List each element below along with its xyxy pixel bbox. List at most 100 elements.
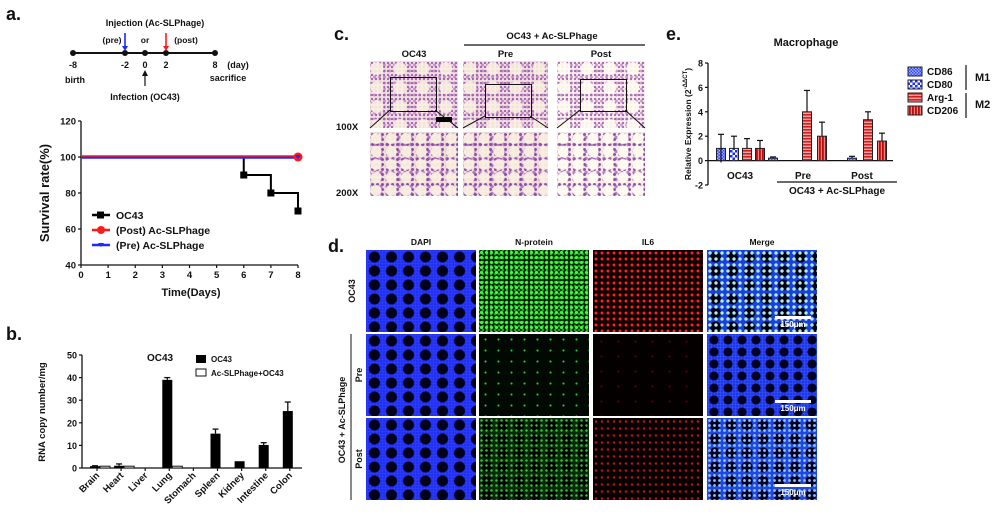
panel-label-d: d. <box>328 236 344 256</box>
fluorescence-image-oc43-dapi <box>366 250 476 332</box>
legend-swatch-oc43 <box>196 355 206 363</box>
y-axis-label: Survival rate(%) <box>37 144 52 242</box>
row-label-pre: Pre <box>354 368 364 383</box>
legend-marker-circle-icon <box>97 226 105 234</box>
fluorescence-image-post-merge: 150μm <box>707 418 817 500</box>
bar-oc43 <box>162 379 173 468</box>
column-label: IL6 <box>642 237 655 247</box>
inset-connector <box>556 109 581 129</box>
legend-label: CD86 <box>927 67 953 78</box>
y-tick-label: 40 <box>67 373 77 383</box>
timeline-point <box>163 50 169 56</box>
bar-oc43 <box>234 461 245 468</box>
scale-bar: 150μm <box>775 484 811 497</box>
series-line-oc43 <box>81 156 299 211</box>
fluorescence-image-pre-n-protein <box>479 334 589 416</box>
y-tick-label: 100 <box>60 153 76 164</box>
sacrifice-label: sacrifice <box>210 73 247 83</box>
y-tick-label: 60 <box>65 225 76 236</box>
column-label: N-protein <box>515 237 553 247</box>
x-tick-label: 5 <box>214 270 220 281</box>
y-tick-label: 2 <box>698 132 703 142</box>
y-tick-label: -2 <box>695 181 703 191</box>
injection-label: Injection (Ac-SLPhage) <box>106 18 205 28</box>
y-tick-label: 80 <box>65 189 76 200</box>
data-point-oc43 <box>294 207 302 215</box>
inset-connector <box>529 115 549 129</box>
timeline-point <box>212 50 218 56</box>
x-tick-label: Heart <box>101 470 127 496</box>
zoom-inset-box <box>580 79 627 112</box>
group-header: OC43 + Ac-SLPhage <box>789 186 885 197</box>
chart-title: OC43 <box>147 353 174 364</box>
bar-arg-1 <box>863 119 873 162</box>
x-tick-label: 4 <box>187 270 193 281</box>
legend-marker-triangle-icon <box>98 243 104 247</box>
histology-image-pre-100x <box>463 61 548 128</box>
column-label: Post <box>591 49 612 60</box>
inset-connector <box>369 109 391 129</box>
y-tick-label: 30 <box>67 396 77 406</box>
birth-label: birth <box>65 75 85 85</box>
timeline-day-label: 0 <box>142 60 147 70</box>
legend-swatch-cd206 <box>907 105 923 116</box>
infection-arrowhead-icon <box>142 70 148 76</box>
bar-cd86 <box>768 157 778 162</box>
panel-c-labels: c. OC43 + Ac-SLPhage OC43 Pre Post 100X 200X <box>334 24 646 199</box>
legend-swatch-cd86 <box>907 66 923 77</box>
or-label: or <box>141 35 150 45</box>
legend-swatch-arg-1 <box>907 92 923 103</box>
zoom-inset-box <box>390 77 437 112</box>
legend-label: CD80 <box>927 80 953 91</box>
macrophage-bar-chart: e. Macrophage -2 0 2 4 6 8 Relative Expression (… <box>666 24 990 197</box>
y-tick-label: 0 <box>698 156 703 166</box>
y-tick-label: 20 <box>67 418 77 428</box>
group-m1-label: M1 <box>975 72 990 84</box>
bar-arg-1 <box>802 111 812 162</box>
x-tick-label: Liver <box>126 470 150 494</box>
fluorescence-image-pre-merge: 150μm <box>707 334 817 416</box>
legend-label: OC43 <box>116 210 144 222</box>
row-label-oc43: OC43 <box>347 279 357 303</box>
bar-cd86 <box>847 157 857 162</box>
y-tick-label: 0 <box>72 464 77 474</box>
legend-label: Arg-1 <box>927 93 954 104</box>
inset-connector <box>462 115 486 129</box>
x-tick-label: 7 <box>268 270 273 281</box>
legend-marker-square-icon <box>97 211 104 219</box>
legend-swatch-ac-slphage <box>195 368 207 377</box>
pre-label: (pre) <box>103 35 122 45</box>
rna-bar-chart: b. OC43 0 10 20 30 40 50 RNA copy number/mg Brain… <box>6 324 302 506</box>
data-point-oc43 <box>267 189 275 197</box>
bar-oc43 <box>258 444 269 468</box>
column-label: Merge <box>749 237 774 247</box>
bar-cd206 <box>755 147 765 162</box>
bar-cd80 <box>729 147 739 162</box>
legend-swatch-cd80 <box>907 79 923 90</box>
y-axis-label-end: ) <box>683 68 693 71</box>
panel-label-b: b. <box>6 324 22 344</box>
x-tick-label: Brain <box>77 470 102 495</box>
histology-image-pre-200x <box>463 132 548 196</box>
fluorescence-image-oc43-n-protein <box>479 250 589 332</box>
panel-label-a: a. <box>6 4 21 24</box>
row-group-label: OC43 + Ac-SLPhage <box>337 377 347 463</box>
x-tick-label: Colon <box>268 470 295 497</box>
timeline-point <box>70 50 76 56</box>
y-tick-label: 10 <box>67 441 77 451</box>
y-tick-label: 4 <box>698 107 703 117</box>
day-unit-label: (day) <box>227 60 249 70</box>
bar-oc43 <box>114 465 125 468</box>
fluorescence-image-post-n-protein <box>479 418 589 500</box>
zoom-inset-box <box>485 84 532 118</box>
scale-bar: 150μm <box>775 316 811 329</box>
post-label: (post) <box>174 35 198 45</box>
y-tick-label: 6 <box>698 83 703 93</box>
group-header: OC43 + Ac-SLPhage <box>506 31 597 42</box>
fluorescence-image-pre-il6 <box>593 334 703 416</box>
column-label: DAPI <box>411 237 431 247</box>
data-point-oc43 <box>240 171 248 179</box>
histology-image-oc43-100x <box>370 61 458 128</box>
x-axis-label: Time(Days) <box>161 287 220 299</box>
